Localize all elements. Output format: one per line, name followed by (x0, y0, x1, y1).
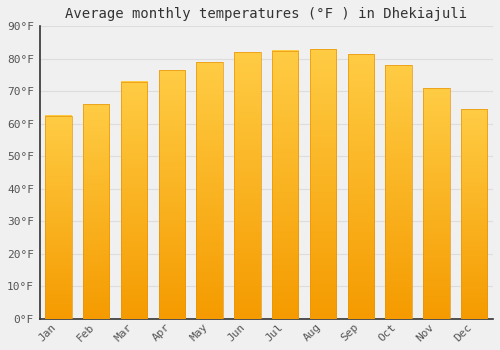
Bar (83, 104, 110, 319)
Bar (234, 52, 260, 319)
Title: Average monthly temperatures (°F ) in Dhekiajuli: Average monthly temperatures (°F ) in Dh… (66, 7, 468, 21)
Bar (461, 109, 487, 319)
Bar (45, 116, 72, 319)
Bar (196, 62, 223, 319)
Bar (272, 51, 298, 319)
Bar (423, 88, 450, 319)
Bar (386, 65, 412, 319)
Bar (158, 70, 185, 319)
Bar (310, 49, 336, 319)
Bar (121, 82, 147, 319)
Bar (348, 54, 374, 319)
